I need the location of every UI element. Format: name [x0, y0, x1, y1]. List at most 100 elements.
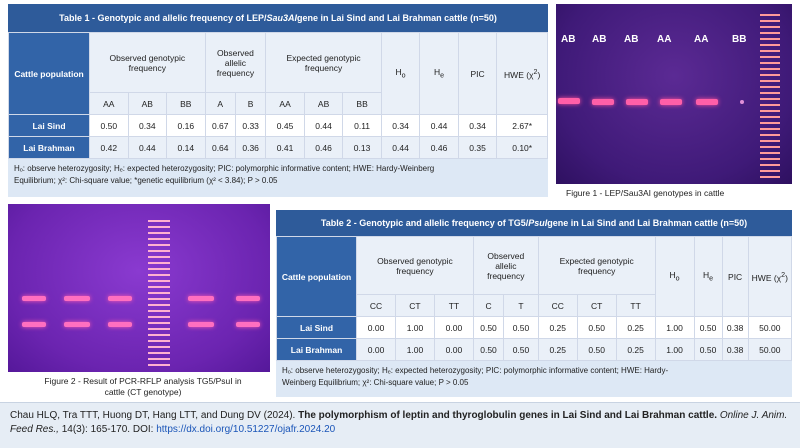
table-cell: 0.25: [615, 316, 656, 339]
gel-ladder: [760, 14, 780, 182]
gel-band: [592, 99, 614, 105]
gel-band: [188, 322, 214, 327]
figure2-caption-line1: Figure 2 - Result of PCR-RFLP analysis T…: [44, 376, 242, 386]
table2-pic-header: PIC: [721, 236, 749, 317]
table2-title-gene: PsuI: [528, 218, 548, 228]
gel-band: [108, 322, 132, 327]
table2-footnote: Hₒ: observe heterozygosity; Hₑ: expected…: [276, 361, 792, 397]
table1-sub-aa: AA: [89, 92, 129, 115]
lane-label: AB: [561, 34, 576, 45]
table-cell: 0.14: [166, 136, 206, 159]
gel-band: [696, 99, 718, 105]
table1-ho-sub: o: [401, 71, 406, 80]
table2-sub-cc: CC: [356, 294, 396, 317]
table1-panel: Table 1 - Genotypic and allelic frequenc…: [7, 4, 548, 197]
table-cell: 0.16: [166, 114, 206, 137]
table-cell: 0.46: [303, 136, 344, 159]
gel-band: [626, 99, 648, 105]
table1-footnote: Hₒ: observe heterozygosity; Hₑ: expected…: [8, 159, 548, 197]
table2: Cattle population Observed genotypic fre…: [275, 236, 793, 361]
table2-sub-exp-tt: TT: [615, 294, 656, 317]
table-cell: 0.44: [303, 114, 344, 137]
table2-sub-exp-ct: CT: [576, 294, 617, 317]
table-row: Lai Brahman 0.42 0.44 0.14 0.64 0.36 0.4…: [7, 136, 548, 159]
table2-sub-tt: TT: [433, 294, 474, 317]
table-cell: 0.35: [457, 136, 498, 159]
table-row: Lai Sind 0.00 1.00 0.00 0.50 0.50 0.25 0…: [275, 316, 793, 339]
table-cell: 50.00: [747, 338, 793, 361]
table-row: Lai Brahman 0.00 1.00 0.00 0.50 0.50 0.2…: [275, 338, 793, 361]
table-cell: 0.44: [380, 136, 421, 159]
table2-title-rest: gene in Lai Sind and Lai Brahman cattle …: [547, 218, 748, 228]
citation-title: The polymorphism of leptin and thyroglob…: [298, 410, 718, 421]
gel-band: [64, 296, 90, 301]
table2-ho-header: Ho: [654, 236, 695, 317]
table-cell: 0.41: [265, 136, 305, 159]
table2-hwe-label: HWE (χ: [751, 272, 782, 283]
gel-band: [740, 100, 744, 104]
table1-ho-header: Ho: [380, 32, 421, 115]
table-cell: 0.50: [472, 338, 505, 361]
gel-band: [558, 98, 580, 104]
gel-ladder: [148, 220, 170, 368]
gel-band: [188, 296, 214, 301]
table-cell: 0.11: [342, 114, 382, 137]
table2-he-label: H: [703, 270, 710, 281]
table-cell: 0.44: [127, 136, 168, 159]
table-cell: 0.50: [89, 114, 129, 137]
table2-sub-t: T: [503, 294, 539, 317]
table-cell: 0.46: [419, 136, 459, 159]
table2-exp-geno-header: Expected genotypic frequency: [537, 236, 656, 295]
gel-band: [108, 296, 132, 301]
table2-row-pop: Lai Brahman: [275, 338, 358, 361]
gel-band: [660, 99, 682, 105]
table-cell: 0.25: [615, 338, 656, 361]
citation-authors: Chau HLQ, Tra TTT, Huong DT, Hang LTT, a…: [10, 410, 299, 421]
figure2-gel-image: [8, 204, 270, 372]
lane-label: AA: [694, 34, 709, 45]
table1-title-text: Table 1 - Genotypic and allelic frequenc…: [59, 13, 267, 23]
table1-pop-header: Cattle population: [7, 32, 91, 115]
table2-sub-ct: CT: [395, 294, 435, 317]
table2-panel: Table 2 - Genotypic and allelic frequenc…: [275, 210, 793, 398]
table1-footnote-line2: Equilibrium; χ²: Chi-square value; *gene…: [14, 176, 278, 185]
table1-hwe-sup: 2: [533, 67, 538, 76]
table-row: Lai Sind 0.50 0.34 0.16 0.67 0.33 0.45 0…: [7, 114, 548, 137]
table-cell: 0.38: [721, 316, 749, 339]
table-cell: 0.34: [457, 114, 498, 137]
table2-title-text: Table 2 - Genotypic and allelic frequenc…: [320, 218, 529, 228]
table1-obs-geno-header: Observed genotypic frequency: [89, 32, 206, 93]
table-cell: 0.34: [127, 114, 168, 137]
table-cell: 0.45: [265, 114, 305, 137]
table1-sub-ab: AB: [127, 92, 168, 115]
table1-sub-exp-aa: AA: [265, 92, 305, 115]
table1-he-sub: e: [440, 71, 445, 80]
table-cell: 0.67: [204, 114, 236, 137]
table-cell: 0.50: [576, 338, 617, 361]
table2-hwe-sup: 2: [781, 270, 786, 279]
table1-ho-label: H: [395, 67, 402, 78]
table2-ho-label: H: [669, 270, 676, 281]
table-cell: 0.42: [89, 136, 129, 159]
table1-sub-exp-bb: BB: [342, 92, 382, 115]
table-cell: 0.00: [433, 338, 474, 361]
table-cell: 0.38: [721, 338, 749, 361]
table-cell: 0.50: [693, 338, 723, 361]
figure2-caption: Figure 2 - Result of PCR-RFLP analysis T…: [18, 376, 268, 398]
table1-hwe-label: HWE (χ: [504, 69, 534, 80]
table-cell: 0.13: [342, 136, 382, 159]
table1-sub-a: A: [204, 92, 236, 115]
table-cell: 50.00: [747, 316, 793, 339]
table-cell: 0.50: [503, 338, 539, 361]
citation-journal: Online J. Anim. Feed Res.,: [10, 410, 788, 435]
table-cell: 2.67*: [496, 114, 548, 137]
table1-footnote-line1: Hₒ: observe heterozygosity; Hₑ: expected…: [14, 164, 435, 173]
table2-obs-allelic-header: Observed allelic frequency: [472, 236, 539, 295]
doi-link[interactable]: https://dx.doi.org/10.51227/ojafr.2024.2…: [156, 424, 336, 435]
table2-title: Table 2 - Genotypic and allelic frequenc…: [276, 210, 792, 236]
table2-pop-header: Cattle population: [275, 236, 358, 317]
table1-hwe-header: HWE (χ2): [496, 32, 548, 115]
table-cell: 0.50: [472, 316, 505, 339]
table-cell: 0.64: [204, 136, 236, 159]
gel-band: [64, 322, 90, 327]
